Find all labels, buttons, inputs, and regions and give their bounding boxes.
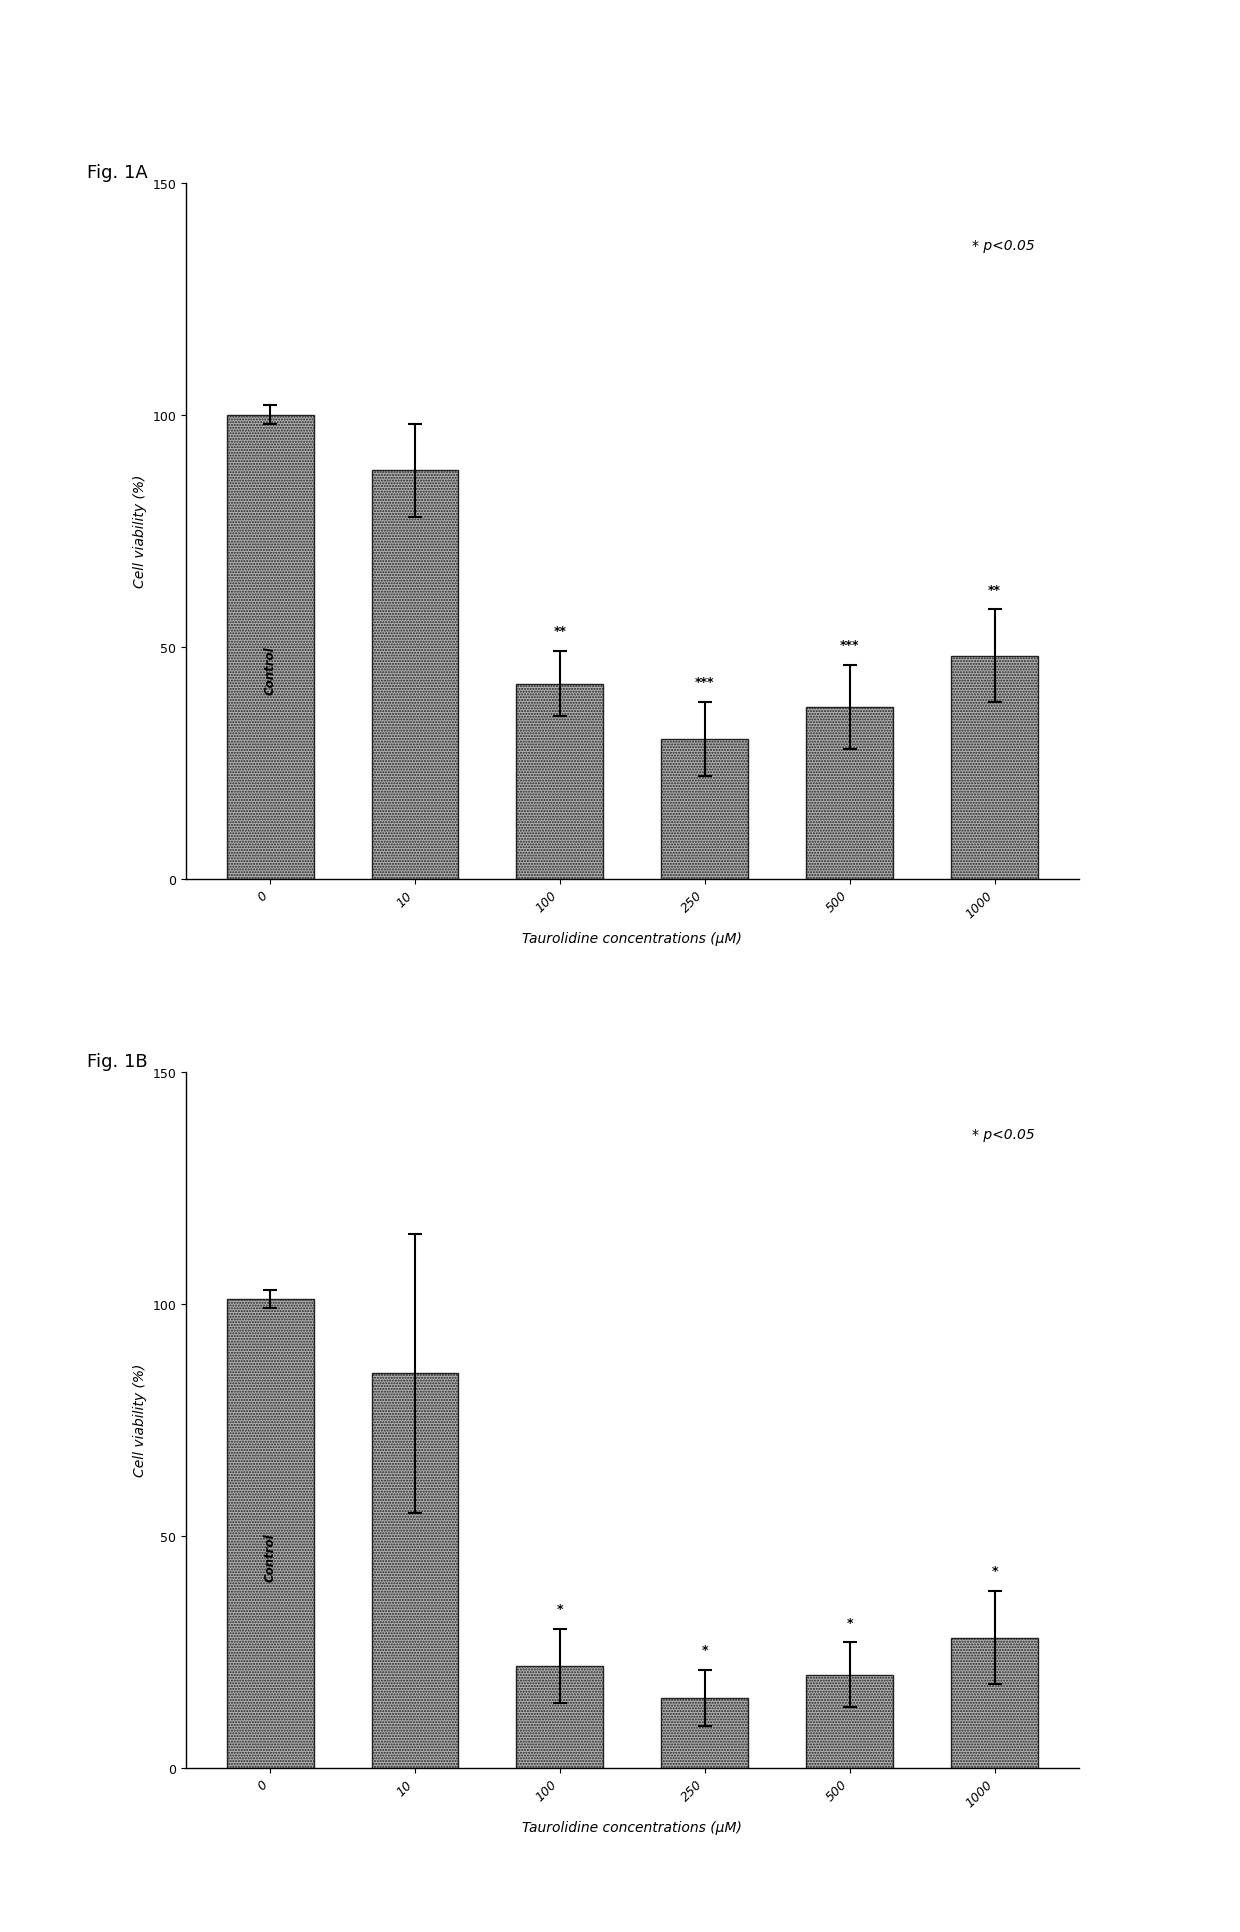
Text: * p<0.05: * p<0.05	[972, 240, 1034, 253]
Bar	[516, 1665, 604, 1768]
Bar	[516, 684, 604, 879]
Text: Control: Control	[264, 1532, 277, 1580]
Text: ***: ***	[839, 639, 859, 651]
Text: *: *	[557, 1602, 563, 1615]
Bar	[372, 471, 459, 879]
X-axis label: Taurolidine concentrations (μM): Taurolidine concentrations (μM)	[522, 931, 743, 945]
Text: *: *	[992, 1565, 998, 1578]
X-axis label: Taurolidine concentrations (μM): Taurolidine concentrations (μM)	[522, 1820, 743, 1833]
Text: *: *	[847, 1615, 853, 1629]
Bar	[661, 1698, 749, 1768]
Text: *: *	[702, 1644, 708, 1656]
Bar	[372, 1374, 459, 1768]
Bar	[661, 740, 749, 879]
Text: **: **	[988, 583, 1001, 597]
Bar	[806, 1675, 893, 1768]
Text: Control: Control	[264, 645, 277, 696]
Text: * p<0.05: * p<0.05	[972, 1128, 1034, 1142]
Bar	[951, 657, 1038, 879]
Y-axis label: Cell viability (%): Cell viability (%)	[133, 1364, 146, 1476]
Text: Fig. 1A: Fig. 1A	[87, 164, 148, 182]
Text: ***: ***	[696, 676, 714, 690]
Text: Fig. 1B: Fig. 1B	[87, 1053, 148, 1070]
Bar	[227, 415, 314, 879]
Y-axis label: Cell viability (%): Cell viability (%)	[133, 475, 146, 587]
Text: **: **	[553, 624, 567, 638]
Bar	[806, 707, 893, 879]
Bar	[951, 1638, 1038, 1768]
Bar	[227, 1300, 314, 1768]
